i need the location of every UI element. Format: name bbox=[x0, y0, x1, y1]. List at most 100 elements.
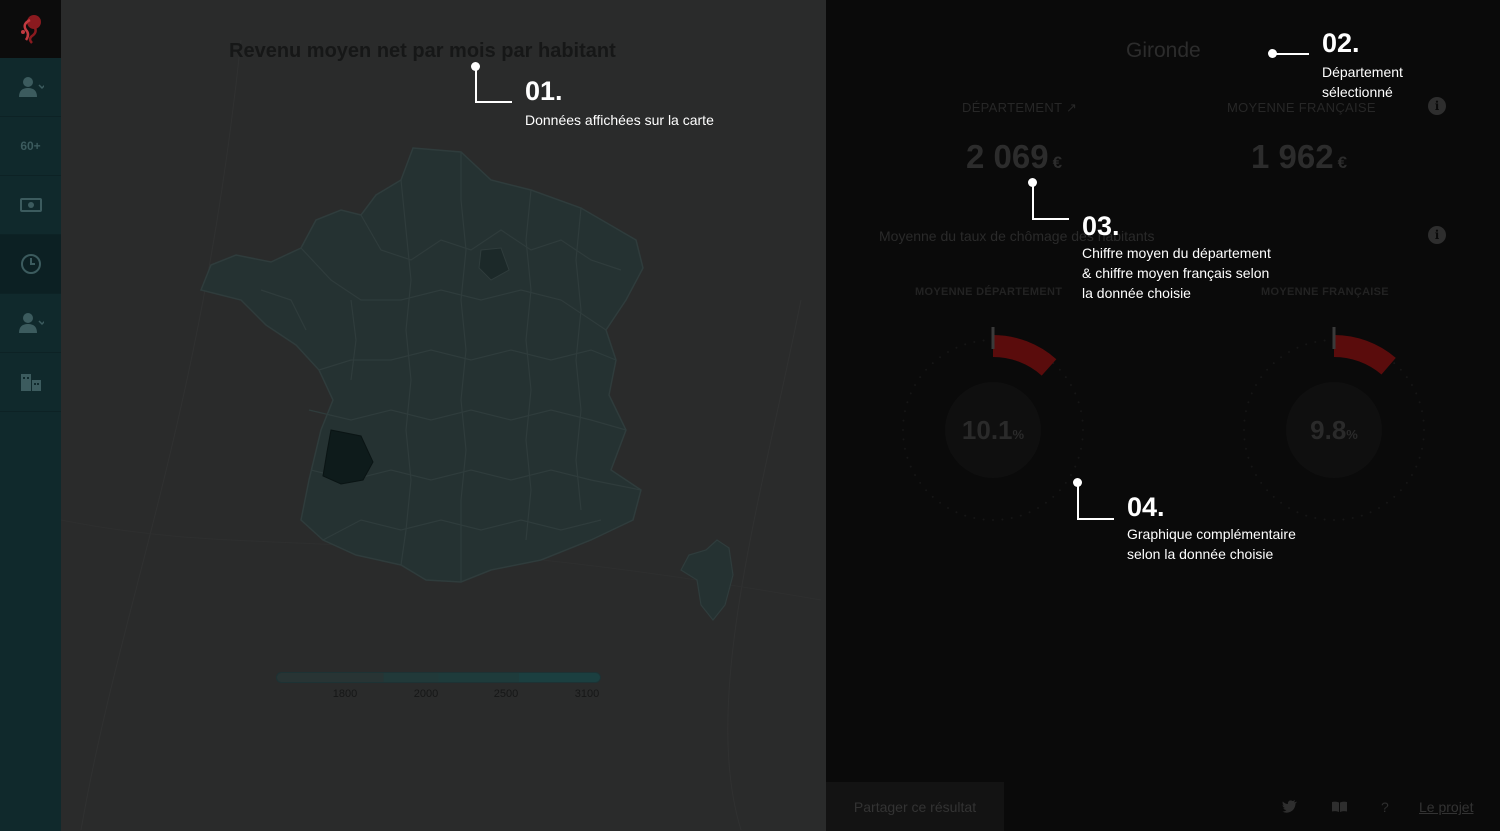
gauge-tick bbox=[1393, 362, 1396, 365]
gauge-tick bbox=[1314, 517, 1317, 520]
annotation-line bbox=[1032, 218, 1069, 220]
gauge-tick bbox=[982, 518, 985, 521]
annotation-number: 01. bbox=[525, 76, 563, 106]
info-icon[interactable]: i bbox=[1428, 97, 1446, 115]
app-logo[interactable] bbox=[0, 0, 61, 58]
france-value: 1 962 € bbox=[1251, 138, 1347, 176]
gauge-tick bbox=[1080, 410, 1083, 413]
gauge-tick bbox=[1077, 401, 1080, 404]
person-icon bbox=[18, 77, 44, 97]
map-legend-ticks: 1800 2000 2500 3100 bbox=[276, 688, 636, 702]
gauge-tick bbox=[1399, 368, 1402, 371]
annotation-text: Département sélectionné bbox=[1322, 62, 1403, 102]
clock-icon bbox=[20, 254, 41, 274]
legend-tick: 3100 bbox=[574, 688, 600, 700]
gauge-tick bbox=[1323, 518, 1326, 521]
gauge-tick bbox=[1280, 501, 1283, 504]
gauge-tick bbox=[1255, 474, 1258, 476]
share-result-button[interactable]: Partager ce résultat bbox=[826, 782, 1004, 831]
annotation-line bbox=[475, 101, 512, 103]
footer: Partager ce résultat ? Le projet bbox=[826, 782, 1500, 831]
gauge-tick bbox=[1077, 456, 1080, 459]
department-borders bbox=[260, 152, 642, 582]
help-button[interactable]: ? bbox=[1381, 799, 1389, 815]
percent-unit: % bbox=[1346, 427, 1358, 442]
sidebar-item-age[interactable]: 60+ bbox=[0, 117, 61, 176]
gauge-tick bbox=[1069, 384, 1072, 386]
department-corsica[interactable] bbox=[680, 539, 734, 621]
gauge-tick bbox=[1243, 419, 1246, 422]
gauge-tick bbox=[914, 474, 917, 476]
gauge-center bbox=[945, 382, 1041, 478]
project-link[interactable]: Le projet bbox=[1419, 799, 1474, 815]
book-icon[interactable] bbox=[1332, 801, 1347, 812]
annotation-01: 01. Données affichées sur la carte bbox=[525, 78, 714, 130]
france-mainland[interactable] bbox=[199, 147, 644, 583]
legend-tick: 1800 bbox=[332, 688, 358, 700]
gauge-tick bbox=[939, 501, 942, 504]
gauge-tick bbox=[1247, 456, 1250, 459]
sidebar-item-employment[interactable] bbox=[0, 294, 61, 353]
annotation-text-line: Graphique complémentaire bbox=[1127, 526, 1296, 542]
map-legend-scale bbox=[276, 672, 601, 683]
gauge-tick bbox=[1288, 351, 1290, 354]
sidebar-item-population[interactable] bbox=[0, 58, 61, 117]
annotation-line bbox=[1077, 482, 1079, 519]
gauge-tick bbox=[1069, 474, 1072, 476]
gauge-tick bbox=[1010, 517, 1013, 520]
gauge-tick bbox=[947, 351, 949, 354]
gauge-tick bbox=[1410, 474, 1413, 476]
person-settings-icon bbox=[18, 313, 44, 333]
gauge-tick bbox=[1244, 447, 1247, 450]
department-paris-region[interactable] bbox=[478, 247, 510, 281]
sidebar-item-income[interactable] bbox=[0, 176, 61, 235]
gauge-tick bbox=[973, 517, 976, 520]
gauge-tick bbox=[1314, 340, 1317, 343]
gauge-tick bbox=[1360, 514, 1363, 517]
gauge-tick bbox=[982, 339, 985, 342]
gauge-tick bbox=[1260, 376, 1263, 379]
annotation-04: 04. Graphique complémentaire selon la do… bbox=[1127, 494, 1296, 564]
department-gironde[interactable] bbox=[322, 429, 374, 485]
gauge-tick bbox=[1243, 438, 1246, 441]
gauge-department bbox=[902, 327, 1084, 521]
gauge-tick bbox=[1244, 410, 1247, 413]
annotation-text-line: sélectionné bbox=[1322, 84, 1393, 100]
gauge-tick bbox=[1058, 368, 1061, 371]
sidebar-item-time[interactable] bbox=[0, 235, 61, 294]
gauge-tick bbox=[919, 481, 922, 484]
gauge-france-value: 9.8% bbox=[1284, 415, 1384, 446]
gauge-tick bbox=[1410, 384, 1413, 386]
gauge-tick bbox=[1296, 346, 1299, 349]
gauge-tick bbox=[906, 456, 909, 459]
gauge-tick bbox=[1082, 429, 1084, 431]
france-map bbox=[199, 147, 734, 621]
gauge-tick bbox=[964, 343, 967, 346]
annotation-text-line: la donnée choisie bbox=[1082, 285, 1191, 301]
gauge-tick bbox=[939, 356, 942, 359]
gauge-tick bbox=[902, 419, 905, 422]
gauge-tick bbox=[1250, 465, 1253, 468]
gauge-tick bbox=[1415, 392, 1418, 395]
legend-tick: 2500 bbox=[493, 688, 519, 700]
gauge-center bbox=[1286, 382, 1382, 478]
gauge-tick bbox=[1052, 495, 1055, 498]
gauge-tick bbox=[1266, 368, 1269, 371]
gauge-tick bbox=[1323, 339, 1326, 342]
banknote-icon bbox=[19, 198, 42, 212]
department-link[interactable]: DÉPARTEMENT ↗ bbox=[962, 100, 1078, 115]
gauge-tick bbox=[1019, 514, 1022, 517]
gauge-tick bbox=[973, 340, 976, 343]
gauge-tick bbox=[919, 376, 922, 379]
gauge-tick bbox=[1037, 506, 1039, 509]
annotation-number: 04. bbox=[1127, 492, 1165, 522]
annotation-line bbox=[475, 66, 477, 102]
annotation-number: 02. bbox=[1322, 28, 1360, 58]
gauge-tick bbox=[1393, 495, 1396, 498]
sidebar-item-housing[interactable] bbox=[0, 353, 61, 412]
info-icon[interactable]: i bbox=[1428, 226, 1446, 244]
gauge-tick bbox=[1423, 429, 1425, 431]
twitter-icon[interactable] bbox=[1282, 800, 1297, 813]
gauge-tick bbox=[1028, 511, 1031, 514]
